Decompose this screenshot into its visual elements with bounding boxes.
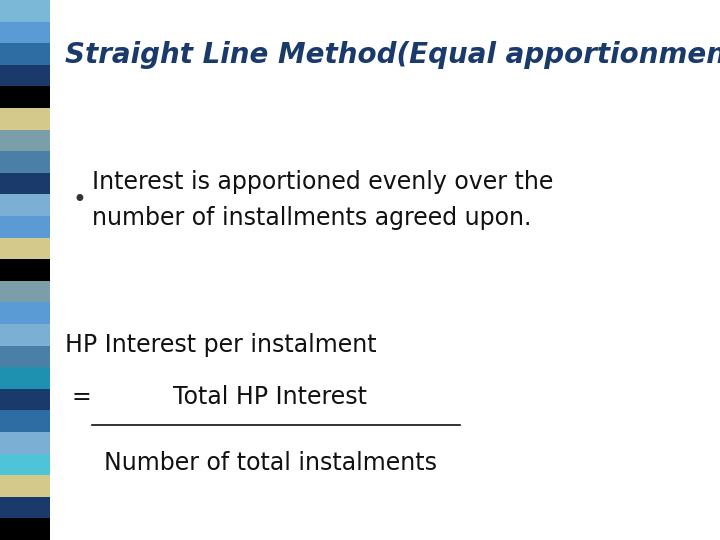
Text: Straight Line Method(Equal apportionment): Straight Line Method(Equal apportionment… (65, 41, 720, 69)
Text: •: • (72, 188, 86, 212)
Text: number of installments agreed upon.: number of installments agreed upon. (92, 206, 531, 230)
Text: Total HP Interest: Total HP Interest (173, 385, 367, 409)
Text: Number of total instalments: Number of total instalments (104, 451, 436, 475)
Text: =: = (72, 385, 91, 409)
Text: HP Interest per instalment: HP Interest per instalment (65, 333, 377, 357)
Text: Interest is apportioned evenly over the: Interest is apportioned evenly over the (92, 170, 554, 194)
